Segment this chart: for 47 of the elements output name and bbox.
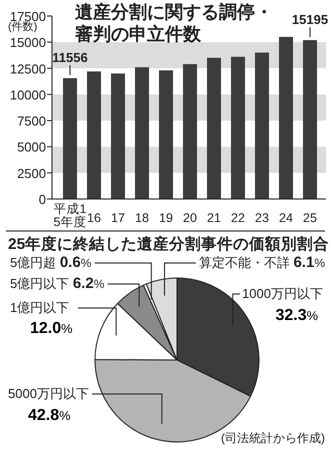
y-tick-label: 15000 xyxy=(10,35,46,50)
x-tick-label: 23 xyxy=(255,211,269,225)
slice-label: 算定不能・不詳 xyxy=(198,255,294,270)
y-tick-label: 12500 xyxy=(10,61,46,76)
chart-title: 遺産分割に関する調停・審判の申立件数 xyxy=(74,2,273,44)
x-tick-label: 16 xyxy=(87,211,101,225)
bar xyxy=(279,36,293,199)
y-tick-label: 0 xyxy=(38,192,46,207)
x-tick-label: 19 xyxy=(159,211,173,225)
y-tick-label: 10000 xyxy=(10,87,46,102)
x-tick-label: 20 xyxy=(183,211,197,225)
data-label: 32.3% xyxy=(275,307,318,324)
x-tick-label: 25 xyxy=(303,211,317,225)
bar xyxy=(231,56,245,199)
x-tick-label: 21 xyxy=(207,211,221,225)
chart-title: 25年度に終結した遺産分割事件の価額別割合 xyxy=(8,234,330,253)
bar xyxy=(255,52,269,199)
bar xyxy=(111,74,125,199)
y-tick-label: 7500 xyxy=(17,114,46,129)
slice-label: 5億円超 xyxy=(10,255,60,270)
data-label: 12.0% xyxy=(30,320,73,337)
x-tick-label: 平成15年度 xyxy=(54,202,87,229)
data-label: 11556 xyxy=(52,50,88,66)
slice-label: 1億円以下 xyxy=(10,300,70,315)
y-tick-label: 5000 xyxy=(17,140,46,155)
slice-label: 5億円以下 xyxy=(10,276,73,291)
x-tick-label: 18 xyxy=(135,211,149,225)
bar xyxy=(159,70,173,199)
bar xyxy=(135,67,149,199)
data-label: 0.6% xyxy=(60,254,92,271)
data-label: 42.8% xyxy=(28,407,71,424)
data-label: 15195 xyxy=(292,12,328,28)
text: (司法統計から作成) xyxy=(221,431,325,445)
bar xyxy=(207,58,221,199)
bar xyxy=(63,78,77,199)
y-tick-label: 2500 xyxy=(17,166,46,181)
bar xyxy=(87,71,101,199)
x-tick-label: 17 xyxy=(111,211,125,225)
x-tick-label: 24 xyxy=(279,211,293,225)
data-label: 6.2% xyxy=(72,275,105,292)
slice-label: 1000万円以下 xyxy=(242,286,323,301)
slice-label: 5000万円以下 xyxy=(8,386,89,401)
bar xyxy=(303,40,317,199)
data-label: 6.1% xyxy=(293,254,326,271)
bar xyxy=(183,64,197,199)
y-axis-title: (件数) xyxy=(8,21,38,33)
x-tick-label: 22 xyxy=(231,211,245,225)
